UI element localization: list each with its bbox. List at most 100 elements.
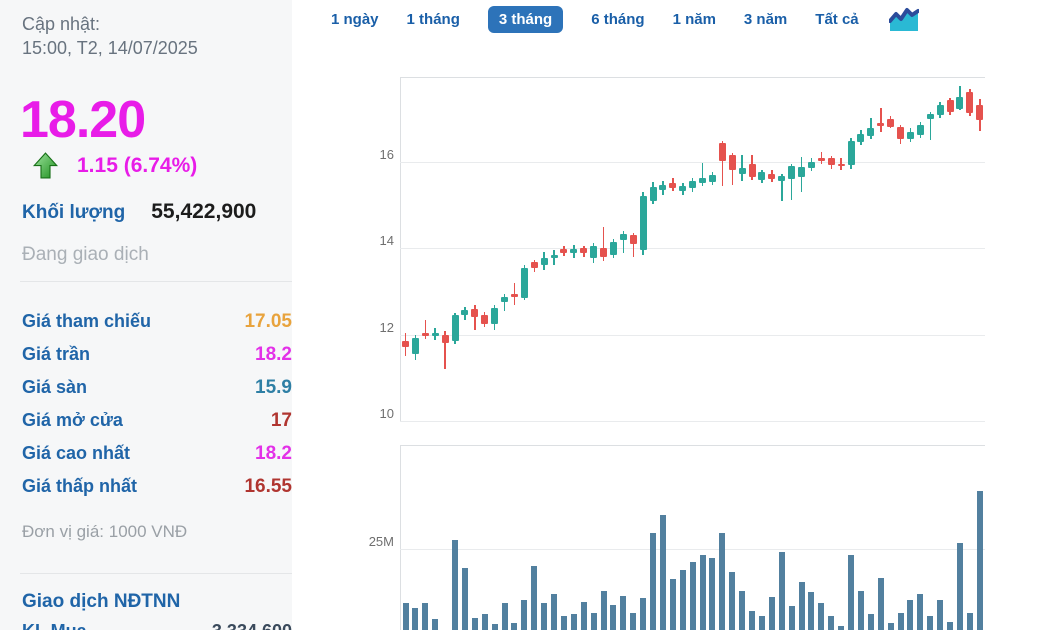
volume-bar bbox=[867, 613, 874, 630]
stat-value: 18.2 bbox=[255, 343, 292, 365]
candle-wick bbox=[820, 152, 822, 164]
volume-bar bbox=[432, 618, 439, 630]
candle-up bbox=[679, 185, 687, 191]
candle-up bbox=[788, 165, 796, 179]
candle-up bbox=[847, 140, 855, 165]
volume-bar bbox=[818, 603, 825, 630]
stat-row-5: Giá thấp nhất 16.55 bbox=[22, 470, 292, 503]
volume-bar bbox=[778, 552, 785, 630]
tab-1-ngày[interactable]: 1 ngày bbox=[331, 10, 379, 28]
period-tabs: 1 ngày 1 tháng 3 tháng 6 tháng 1 năm 3 năm Tất… bbox=[331, 5, 859, 33]
stat-row-2: Giá sàn 15.9 bbox=[22, 371, 292, 404]
volume-bar bbox=[669, 579, 676, 630]
stock-summary-panel: Cập nhật: 15:00, T2, 14/07/2025 18.20 1.… bbox=[0, 0, 292, 630]
candle-wick bbox=[880, 107, 882, 133]
volume-value: 55,422,900 bbox=[151, 200, 257, 223]
tab-6-tháng[interactable]: 6 tháng bbox=[591, 10, 645, 28]
price-unit-note: Đơn vị giá: 1000 VNĐ bbox=[22, 522, 188, 541]
volume-bar bbox=[511, 622, 518, 630]
candle-down bbox=[718, 143, 726, 161]
volume-bar bbox=[521, 600, 528, 630]
candle-up bbox=[550, 254, 558, 258]
candle-down bbox=[421, 332, 429, 336]
candle-up bbox=[906, 132, 914, 140]
volume-bar bbox=[610, 604, 617, 630]
volume-bar bbox=[838, 625, 845, 630]
volume-bar bbox=[570, 613, 577, 630]
volume-bar bbox=[758, 615, 765, 630]
volume-bar bbox=[848, 555, 854, 630]
candle-down bbox=[402, 341, 409, 347]
volume-bar bbox=[580, 601, 587, 630]
candle-down bbox=[600, 248, 607, 257]
price-gridline bbox=[400, 161, 985, 163]
tab-1-tháng[interactable]: 1 tháng bbox=[406, 10, 460, 28]
foreign-buy-value: 3,334,600 bbox=[212, 621, 292, 630]
stat-value: 17 bbox=[270, 409, 292, 431]
volume-bar bbox=[877, 578, 884, 630]
candle-up bbox=[936, 105, 944, 115]
volume-bar bbox=[788, 605, 795, 630]
stat-label: Giá cao nhất bbox=[22, 443, 131, 463]
volume-bar bbox=[927, 615, 934, 630]
update-timestamp: 15:00, T2, 14/07/2025 bbox=[22, 38, 198, 58]
candle-wick bbox=[701, 162, 704, 186]
volume-bar bbox=[590, 612, 597, 630]
candle-down bbox=[728, 155, 736, 171]
stat-label: Giá sàn bbox=[22, 377, 88, 397]
candle-up bbox=[916, 124, 924, 135]
candle-down bbox=[966, 92, 974, 114]
volume-bar bbox=[679, 570, 686, 630]
candle-wick bbox=[632, 233, 634, 257]
up-arrow-icon bbox=[32, 152, 59, 179]
candle-down bbox=[580, 248, 588, 254]
candle-wick bbox=[602, 226, 605, 262]
candle-up bbox=[758, 172, 766, 180]
volume-bar bbox=[857, 590, 864, 630]
volume-bar bbox=[699, 555, 706, 630]
price-gridline bbox=[400, 421, 985, 423]
volume-bar bbox=[709, 557, 716, 630]
volume-bar bbox=[541, 602, 548, 630]
volume-bar bbox=[808, 592, 815, 630]
candle-up bbox=[570, 249, 578, 253]
tab-3-tháng[interactable]: 3 tháng bbox=[487, 5, 564, 33]
price-axis-label: 12 bbox=[379, 319, 394, 335]
candle-up bbox=[520, 267, 528, 298]
candle-wick bbox=[444, 331, 446, 370]
volume-bar bbox=[917, 593, 924, 630]
candle-up bbox=[431, 332, 439, 336]
tab-tất-cả[interactable]: Tất cả bbox=[815, 10, 859, 28]
candle-up bbox=[411, 338, 419, 355]
candle-wick bbox=[622, 230, 624, 253]
plot-top-border bbox=[400, 77, 985, 78]
volume-bar bbox=[768, 597, 775, 630]
stat-label: Giá tham chiếu bbox=[22, 311, 152, 331]
candle-down bbox=[441, 334, 449, 344]
volume-gridline bbox=[400, 549, 985, 550]
price-stats-list: Giá tham chiếu 17.05 Giá trần 18.2 Giá sàn 15… bbox=[22, 305, 292, 503]
tab-3-năm[interactable]: 3 năm bbox=[743, 10, 788, 28]
divider bbox=[20, 573, 292, 574]
foreign-trading-title: Giao dịch NĐTNN bbox=[22, 591, 181, 612]
candle-down bbox=[946, 100, 954, 112]
volume-bar bbox=[471, 617, 478, 630]
volume-axis-label: 25M bbox=[368, 534, 394, 549]
stat-value: 18.2 bbox=[255, 442, 292, 464]
volume-bar bbox=[897, 612, 904, 630]
candle-up bbox=[798, 166, 805, 177]
foreign-buy-row: KL Mua 3,334,600 bbox=[22, 621, 292, 630]
area-chart-icon[interactable] bbox=[888, 7, 919, 32]
candle-up bbox=[689, 181, 697, 188]
tab-1-năm[interactable]: 1 năm bbox=[672, 10, 716, 28]
stat-value: 15.9 bbox=[255, 376, 292, 398]
candle-up bbox=[807, 161, 815, 169]
candle-wick bbox=[790, 163, 793, 200]
candle-wick bbox=[781, 173, 783, 202]
volume-bar bbox=[887, 622, 894, 630]
volume-bar bbox=[798, 582, 805, 630]
volume-top-border bbox=[400, 445, 985, 446]
candle-up bbox=[639, 196, 647, 251]
volume-bar bbox=[937, 600, 944, 630]
volume-bar bbox=[828, 615, 835, 630]
